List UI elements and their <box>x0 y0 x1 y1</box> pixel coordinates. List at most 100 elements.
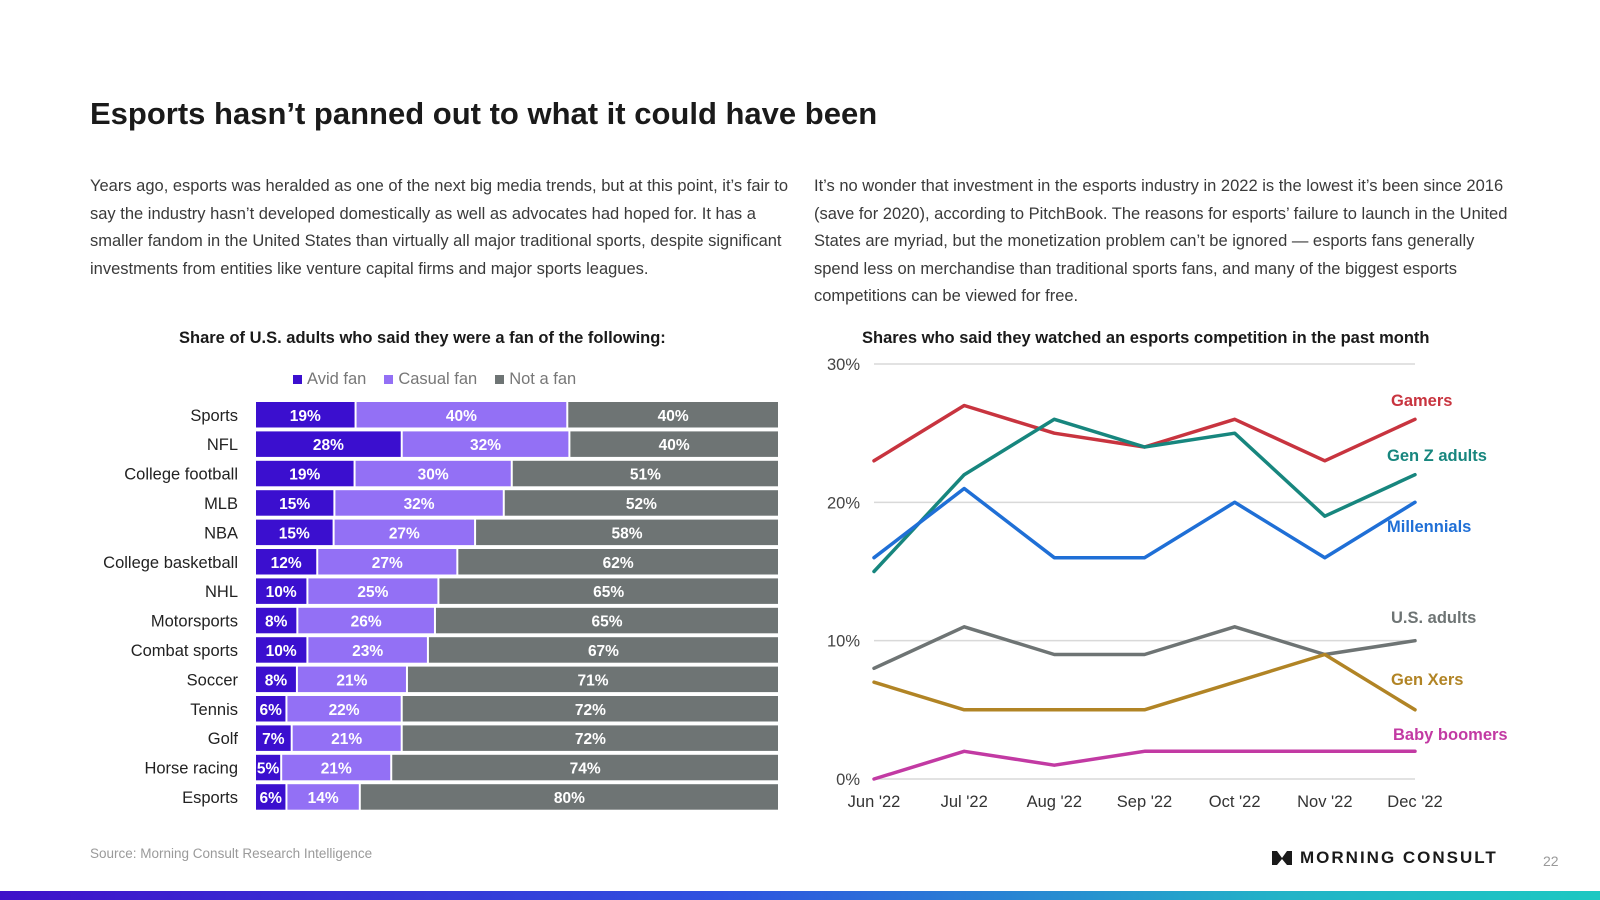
line-y-tick-10: 10% <box>827 633 860 651</box>
bar-row-college-football-casual-value: 30% <box>418 467 449 484</box>
bar-row-mlb-label: MLB <box>204 495 238 513</box>
bar-row-combat-sports-casual-bar <box>308 637 427 663</box>
bar-row-golf-not-fan-bar <box>402 725 778 751</box>
bar-row-motorsports-not-fan-value: 65% <box>591 614 622 631</box>
bar-row-nhl-avid-value: 10% <box>266 584 297 601</box>
bar-row-golf-avid-bar <box>256 725 291 751</box>
bar-row-nhl-casual-value: 25% <box>357 584 388 601</box>
bar-row-nba-not-fan-bar <box>476 519 778 546</box>
bar-row-tennis-casual-value: 22% <box>329 702 360 719</box>
legend-swatch-avid <box>293 375 302 384</box>
bar-row-college-football-avid-value: 19% <box>289 467 320 484</box>
bar-row-golf-casual-bar <box>292 725 401 751</box>
intro-paragraph-left: Years ago, esports was heralded as one o… <box>90 177 789 278</box>
bar-row-tennis-label: Tennis <box>190 701 238 719</box>
bar-row-motorsports-casual-value: 26% <box>351 614 382 631</box>
legend-item-avid: Avid fan <box>293 370 366 389</box>
morning-consult-logo: MORNING CONSULT <box>1271 848 1498 868</box>
bar-row-horse-racing-label: Horse racing <box>144 760 238 778</box>
legend-swatch-not-fan <box>495 375 505 384</box>
bar-row-soccer-not-fan-value: 71% <box>577 672 608 689</box>
bar-row-soccer-casual-value: 21% <box>336 672 367 689</box>
bar-row-nhl-not-fan-bar <box>439 578 778 604</box>
bar-row-horse-racing-casual-value: 21% <box>321 761 352 778</box>
line-label-gamers: Gamers <box>1391 392 1452 410</box>
bar-row-soccer-avid-bar <box>256 666 296 693</box>
bar-row-horse-racing-not-fan-bar <box>392 754 778 781</box>
bar-row-combat-sports-avid-value: 10% <box>266 643 297 660</box>
bar-row-nba-label: NBA <box>204 524 238 542</box>
line-series-gen-xers <box>872 652 1417 712</box>
bar-row-nfl-not-fan-bar <box>570 431 778 457</box>
bar-row-tennis-avid-value: 6% <box>260 702 283 719</box>
bar-row-esports-not-fan-value: 80% <box>554 790 585 807</box>
bar-row-horse-racing-not-fan-value: 74% <box>570 761 601 778</box>
bar-row-golf-label: Golf <box>208 730 239 748</box>
bar-row-combat-sports-avid-bar <box>256 637 307 663</box>
bar-row-college-basketball-avid-value: 12% <box>271 555 302 572</box>
bar-row-tennis-not-fan-value: 72% <box>575 702 606 719</box>
line-y-tick-0: 0% <box>836 771 860 789</box>
line-label-gen-z-adults: Gen Z adults <box>1387 447 1487 465</box>
bar-row-mlb-not-fan-bar <box>504 490 778 516</box>
bar-row-horse-racing-avid-value: 5% <box>257 761 280 778</box>
bar-row-tennis-avid-bar <box>256 696 286 722</box>
bar-row-esports-label: Esports <box>182 789 238 807</box>
line-series-gamers <box>872 403 1417 463</box>
intro-paragraph-right: It’s no wonder that investment in the es… <box>814 177 1508 305</box>
line-x-tick-dec-22: Dec '22 <box>1387 793 1442 811</box>
bar-row-esports-casual-bar <box>287 784 359 810</box>
bar-row-golf-not-fan-value: 72% <box>575 731 606 748</box>
bar-row-college-basketball-casual-value: 27% <box>372 555 403 572</box>
bar-row-college-basketball-not-fan-bar <box>458 549 778 575</box>
line-x-tick-sep-22: Sep '22 <box>1117 793 1172 811</box>
bar-row-nfl-not-fan-value: 40% <box>659 437 690 454</box>
bar-row-combat-sports-label: Combat sports <box>131 642 238 660</box>
legend-label-not-fan: Not a fan <box>509 370 577 388</box>
bar-row-motorsports-label: Motorsports <box>151 613 238 631</box>
bar-row-nhl-avid-bar <box>256 578 307 604</box>
bar-row-nba-casual-bar <box>334 519 475 546</box>
bar-row-college-basketball-casual-bar <box>318 549 457 575</box>
bar-row-motorsports-avid-bar <box>256 607 297 634</box>
legend-label-avid: Avid fan <box>307 370 367 388</box>
bar-row-motorsports-casual-bar <box>298 607 434 634</box>
line-label-millennials: Millennials <box>1387 518 1471 536</box>
bar-row-nhl-label: NHL <box>205 583 238 601</box>
bar-row-motorsports-avid-value: 8% <box>265 614 288 631</box>
bar-row-college-football-not-fan-value: 51% <box>630 467 661 484</box>
bar-row-nba-avid-value: 15% <box>279 525 310 542</box>
bar-row-nfl-casual-bar <box>402 431 569 457</box>
bar-row-nfl-label: NFL <box>207 436 238 454</box>
line-x-tick-jul-22: Jul '22 <box>941 793 988 811</box>
bar-row-nhl-not-fan-value: 65% <box>593 584 624 601</box>
bar-row-college-football-label: College football <box>124 466 238 484</box>
bar-chart-title: Share of U.S. adults who said they were … <box>179 329 666 347</box>
bar-row-tennis-casual-bar <box>287 696 401 722</box>
line-y-tick-20: 20% <box>827 494 860 512</box>
bar-row-nba-not-fan-value: 58% <box>612 525 643 542</box>
line-x-tick-jun-22: Jun '22 <box>848 793 901 811</box>
legend-item-casual: Casual fan <box>384 370 477 389</box>
bar-row-esports-casual-value: 14% <box>308 790 339 807</box>
bar-row-mlb-casual-value: 32% <box>404 496 435 513</box>
bar-row-esports-avid-bar <box>256 784 286 810</box>
legend-label-casual: Casual fan <box>398 370 478 388</box>
bar-row-esports-avid-value: 6% <box>260 790 283 807</box>
line-x-tick-nov-22: Nov '22 <box>1297 793 1352 811</box>
source-note: Source: Morning Consult Research Intelli… <box>90 846 373 861</box>
bar-row-sports-casual-value: 40% <box>446 408 477 425</box>
bar-row-soccer-casual-bar <box>297 666 406 693</box>
bar-row-soccer-avid-value: 8% <box>265 672 288 689</box>
bar-row-motorsports-not-fan-bar <box>435 607 778 634</box>
bar-row-nfl-avid-bar <box>256 431 401 457</box>
bar-row-college-basketball-label: College basketball <box>103 554 238 572</box>
line-y-tick-30: 30% <box>827 356 860 374</box>
bar-row-mlb-not-fan-value: 52% <box>626 496 657 513</box>
bar-row-nba-casual-value: 27% <box>389 525 420 542</box>
bar-chart-legend: Avid fan Casual fan Not a fan <box>293 370 576 389</box>
bar-row-sports-not-fan-bar <box>568 402 778 428</box>
line-x-tick-aug-22: Aug '22 <box>1027 793 1082 811</box>
line-x-tick-oct-22: Oct '22 <box>1209 793 1261 811</box>
line-label-gen-xers: Gen Xers <box>1391 671 1463 689</box>
